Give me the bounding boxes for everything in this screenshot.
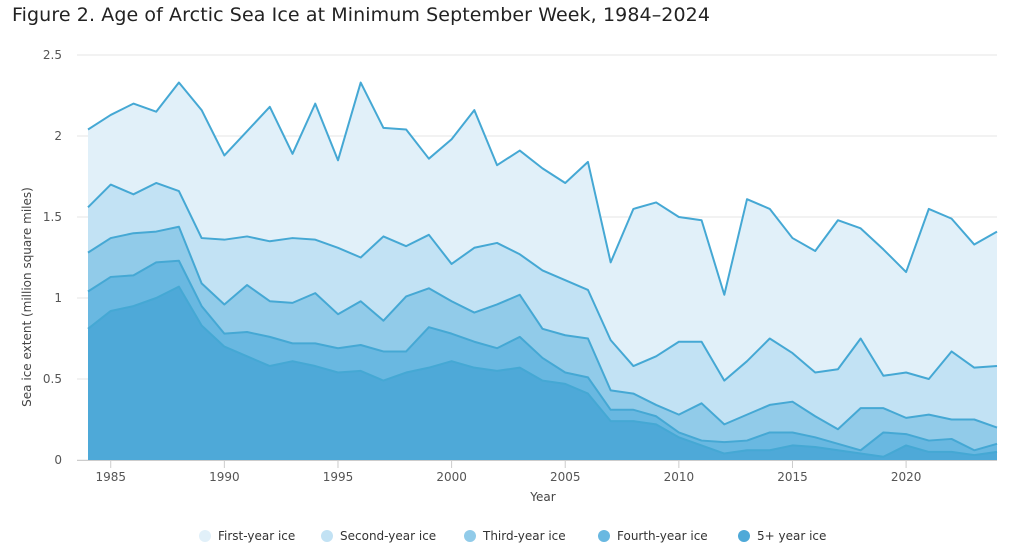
line-layer bbox=[87, 81, 998, 458]
legend-item[interactable]: Second-year ice bbox=[321, 529, 436, 543]
x-tick-label: 2020 bbox=[891, 470, 922, 484]
legend-marker bbox=[738, 530, 750, 542]
line-fourth-year-ice bbox=[87, 259, 998, 452]
y-tick-label: 2.5 bbox=[43, 48, 62, 62]
legend-label: 5+ year ice bbox=[757, 529, 826, 543]
x-tick-label: 2015 bbox=[777, 470, 808, 484]
legend-label: First-year ice bbox=[218, 529, 295, 543]
y-tick-label: 1.5 bbox=[43, 210, 62, 224]
legend-item[interactable]: Fourth-year ice bbox=[598, 529, 708, 543]
legend: First-year ice Second-year ice Third-year … bbox=[199, 529, 826, 543]
legend-marker bbox=[598, 530, 610, 542]
legend-marker bbox=[199, 530, 211, 542]
x-tick-label: 2000 bbox=[436, 470, 467, 484]
y-axis-title: Sea ice extent (million square miles) bbox=[20, 187, 34, 407]
line-5-year-ice bbox=[87, 285, 998, 458]
chart-title: Figure 2. Age of Arctic Sea Ice at Minim… bbox=[12, 4, 711, 26]
x-tick-label: 1990 bbox=[209, 470, 240, 484]
axis-layer: 0 0.5 1 1.5 2 2.5 1985 1990 1995 2000 2005 2010 2015… bbox=[43, 48, 997, 484]
line-second-year-ice bbox=[87, 181, 998, 382]
x-tick-label: 1995 bbox=[323, 470, 354, 484]
legend-marker bbox=[321, 530, 333, 542]
y-tick-label: 2 bbox=[54, 129, 62, 143]
line-first-year-ice bbox=[87, 81, 998, 296]
legend-label: Second-year ice bbox=[340, 529, 436, 543]
legend-item[interactable]: 5+ year ice bbox=[738, 529, 826, 543]
legend-item[interactable]: First-year ice bbox=[199, 529, 295, 543]
x-tick-label: 2010 bbox=[664, 470, 695, 484]
line-third-year-ice bbox=[87, 225, 998, 431]
legend-item[interactable]: Third-year ice bbox=[464, 529, 566, 543]
x-tick-label: 1985 bbox=[95, 470, 126, 484]
legend-marker bbox=[464, 530, 476, 542]
x-tick-label: 2005 bbox=[550, 470, 581, 484]
y-tick-label: 0 bbox=[54, 453, 62, 467]
legend-label: Third-year ice bbox=[482, 529, 566, 543]
y-tick-label: 0.5 bbox=[43, 372, 62, 386]
legend-label: Fourth-year ice bbox=[617, 529, 708, 543]
x-axis-title: Year bbox=[529, 490, 555, 504]
area-5-year-ice bbox=[88, 286, 997, 460]
y-tick-label: 1 bbox=[54, 291, 62, 305]
